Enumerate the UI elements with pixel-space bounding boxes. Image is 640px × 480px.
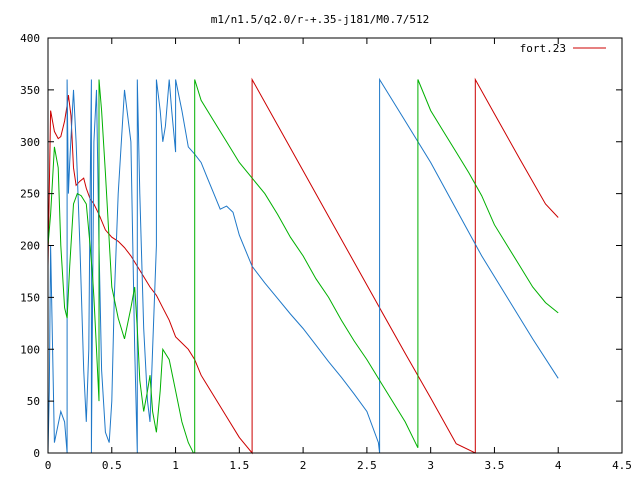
x-tick-label: 0.5 bbox=[102, 459, 122, 472]
series-layer bbox=[47, 77, 559, 455]
x-axis: 0 0.5 1 1.5 2 2.5 3 3.5 4 4.5 bbox=[45, 38, 632, 472]
x-tick-label: 1 bbox=[172, 459, 179, 472]
series-line-2 bbox=[47, 77, 559, 454]
y-tick-label: 350 bbox=[20, 84, 40, 97]
plot-frame bbox=[47, 37, 623, 454]
y-tick-label: 150 bbox=[20, 291, 40, 304]
legend-label: fort.23 bbox=[520, 42, 566, 55]
y-tick-label: 250 bbox=[20, 188, 40, 201]
x-tick-label: 4 bbox=[555, 459, 562, 472]
x-tick-label: 2 bbox=[300, 459, 307, 472]
chart-title: m1/n1.5/q2.0/r-+.35-j181/M0.7/512 bbox=[211, 13, 430, 26]
y-tick-label: 50 bbox=[27, 395, 40, 408]
x-tick-label: 4.5 bbox=[612, 459, 632, 472]
x-tick-label: 3 bbox=[427, 459, 434, 472]
x-tick-label: 3.5 bbox=[485, 459, 505, 472]
legend: fort.23 bbox=[520, 42, 606, 55]
x-tick-label: 1.5 bbox=[229, 459, 249, 472]
series-line-1 bbox=[47, 77, 559, 455]
y-axis: 0 50 100 150 200 250 300 350 400 bbox=[20, 32, 622, 460]
y-tick-label: 100 bbox=[20, 343, 40, 356]
y-tick-label: 200 bbox=[20, 240, 40, 253]
y-tick-label: 300 bbox=[20, 136, 40, 149]
y-tick-label: 0 bbox=[33, 447, 40, 460]
x-tick-label: 2.5 bbox=[357, 459, 377, 472]
x-tick-label: 0 bbox=[45, 459, 52, 472]
y-tick-label: 400 bbox=[20, 32, 40, 45]
series-line-3 bbox=[47, 79, 559, 454]
